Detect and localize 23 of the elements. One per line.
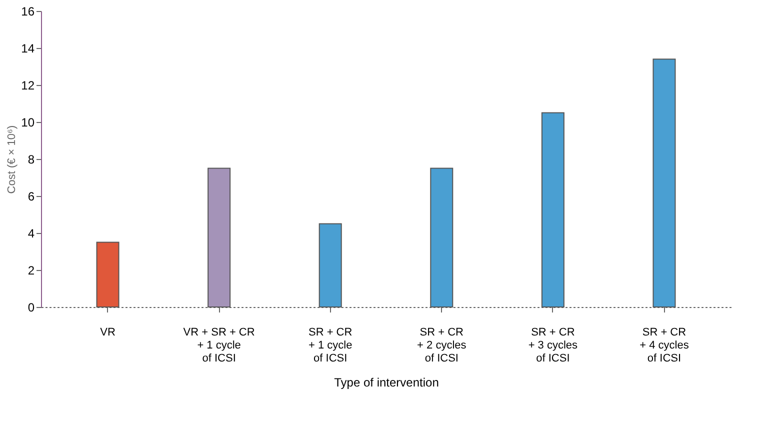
y-tick-label: 8: [28, 152, 35, 166]
y-axis-title: Cost (€ × 10⁶): [6, 125, 18, 194]
y-tick-label: 16: [21, 4, 35, 18]
x-tick-label: VR: [100, 326, 116, 338]
x-tick-label: SR + CR + 2 cycles of ICSI: [417, 326, 467, 364]
bar: [652, 58, 676, 308]
y-tick-label: 12: [21, 78, 35, 92]
x-tick-label: SR + CR + 3 cycles of ICSI: [528, 326, 578, 364]
bar: [208, 168, 231, 308]
y-tick-label: 2: [28, 264, 35, 278]
x-axis-title: Type of intervention: [334, 376, 439, 390]
y-tick-label: 14: [21, 42, 35, 56]
x-tick-label: VR + SR + CR + 1 cycle of ICSI: [183, 326, 255, 364]
y-tick-label: 10: [21, 116, 35, 130]
y-tick-label: 0: [28, 300, 35, 314]
y-tick-label: 6: [28, 190, 35, 204]
y-tick-label: 4: [28, 226, 35, 240]
bar: [318, 223, 342, 308]
bar: [430, 168, 454, 308]
bar: [96, 242, 120, 308]
x-tick-label: SR + CR + 1 cycle of ICSI: [308, 326, 352, 364]
bar: [541, 112, 564, 308]
x-tick-label: SR + CR + 4 cycles of ICSI: [640, 326, 690, 364]
